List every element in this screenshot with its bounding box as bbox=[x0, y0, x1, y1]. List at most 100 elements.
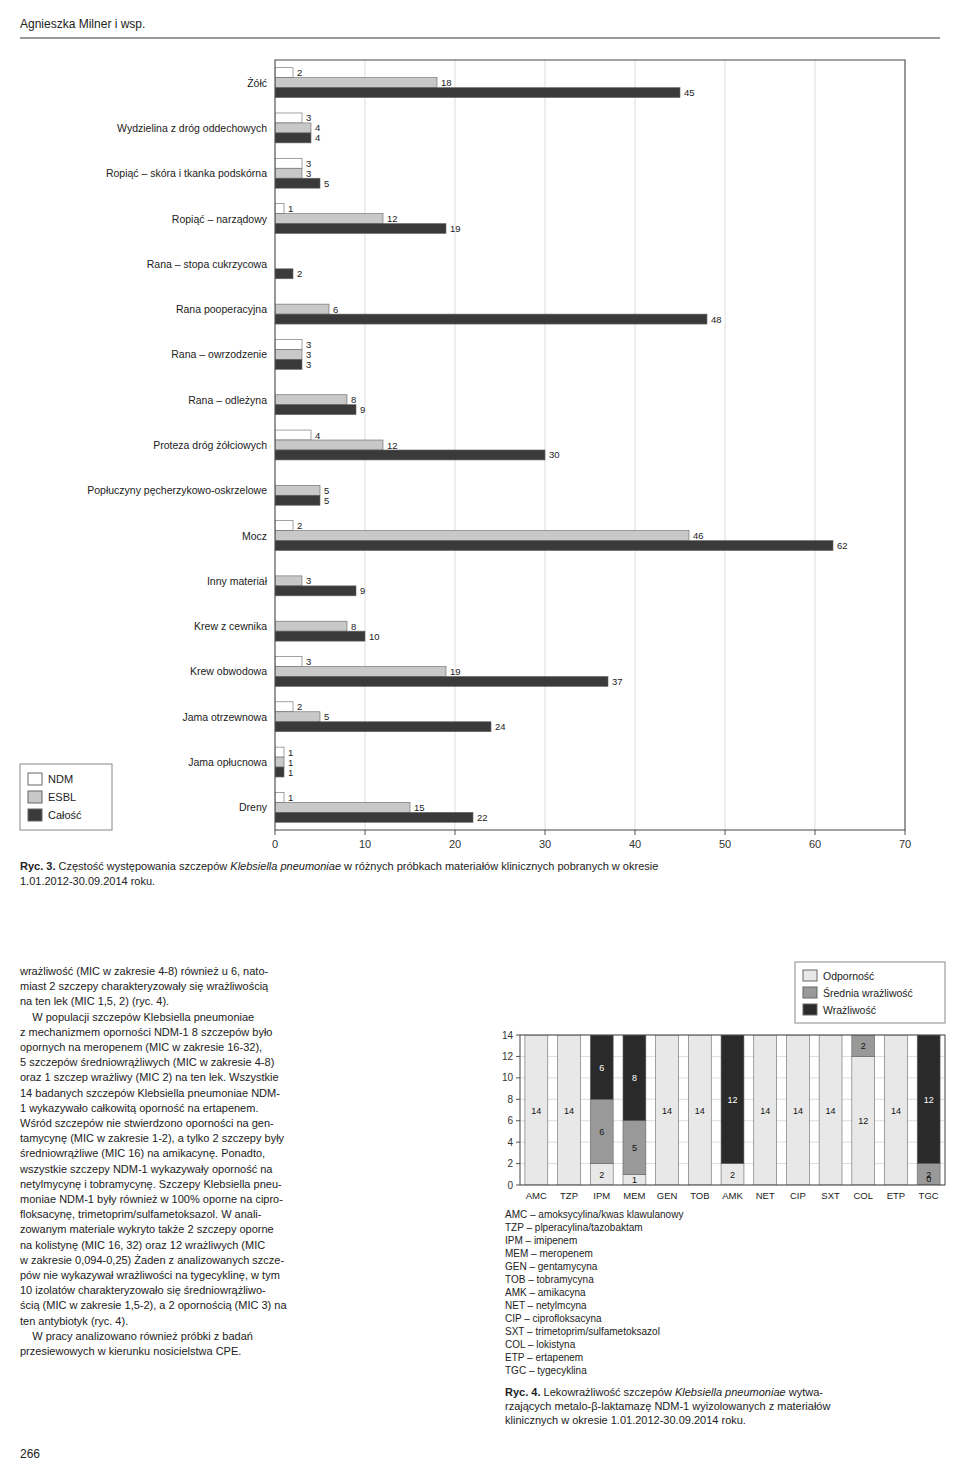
annotation: SXT – trimetoprim/sulfametoksazol bbox=[505, 1326, 660, 1337]
bar bbox=[721, 1035, 744, 1164]
legend: OdpornośćŚrednia wrażliwośćWrażliwość bbox=[795, 962, 945, 1023]
data-label: 4 bbox=[315, 430, 320, 441]
bar bbox=[623, 1174, 646, 1185]
data-label: 37 bbox=[612, 676, 623, 687]
paragraph-line: na ten lek (MIC 1,5, 2) (ryc. 4). bbox=[20, 995, 169, 1007]
tick bbox=[516, 1120, 520, 1121]
bar bbox=[275, 802, 410, 812]
bar bbox=[275, 531, 689, 541]
tick bbox=[516, 1142, 520, 1143]
bar bbox=[558, 1035, 581, 1185]
category-label: Rana pooperacyjna bbox=[176, 303, 267, 315]
legend-swatch bbox=[28, 791, 42, 803]
grid-line bbox=[455, 60, 456, 830]
paragraph-line: moniae NDM-1 były również w 100% oporne … bbox=[20, 1193, 283, 1205]
bar bbox=[275, 339, 302, 349]
annotation: AMK – amikacyna bbox=[505, 1287, 586, 1298]
caption: Ryc. 3. Częstość występowania szczepów K… bbox=[20, 860, 658, 887]
bars bbox=[275, 68, 833, 823]
bar bbox=[275, 224, 446, 234]
bar bbox=[275, 204, 284, 214]
bar bbox=[754, 1035, 777, 1185]
bar bbox=[275, 405, 356, 415]
data-label: 4 bbox=[315, 132, 320, 143]
paragraph-line: zowanym materiale wykryto także 2 szczep… bbox=[20, 1223, 274, 1235]
data-label: 1 bbox=[632, 1175, 637, 1185]
data-label: 14 bbox=[826, 1106, 836, 1116]
paragraph-line: 14 badanych szczepów Klebsiella pneumoni… bbox=[20, 1087, 280, 1099]
data-label: 1 bbox=[288, 203, 293, 214]
caption-run: klinicznych w okresie 1.01.2012-30.09.20… bbox=[505, 1414, 746, 1426]
tick-label: 10 bbox=[359, 838, 371, 850]
data-label: 12 bbox=[387, 440, 398, 451]
data-label: 46 bbox=[693, 530, 704, 541]
bar bbox=[275, 88, 680, 98]
category-label: Jama opłucnowa bbox=[188, 756, 267, 768]
tick-label: 12 bbox=[502, 1051, 514, 1062]
annotation: CIP – ciprofloksacyna bbox=[505, 1313, 602, 1324]
tick-label: 40 bbox=[629, 838, 641, 850]
bar bbox=[275, 657, 302, 667]
category-label: MEM bbox=[623, 1190, 645, 1201]
category-label: SXT bbox=[821, 1190, 840, 1201]
data-label: 3 bbox=[306, 168, 311, 179]
bar bbox=[275, 450, 545, 460]
bar bbox=[275, 440, 383, 450]
data-label: 18 bbox=[441, 77, 452, 88]
tick bbox=[905, 830, 906, 835]
paragraph-line: Wśród szczepów nie stwierdzono oporności… bbox=[20, 1117, 274, 1129]
data-label: 12 bbox=[924, 1095, 934, 1105]
bar bbox=[525, 1035, 548, 1185]
annotation: MEM – meropenem bbox=[505, 1248, 593, 1259]
category-label: Jama otrzewnowa bbox=[182, 711, 267, 723]
data-label: 2 bbox=[926, 1170, 931, 1180]
bar bbox=[275, 521, 293, 531]
bar bbox=[275, 722, 491, 732]
legend-box bbox=[795, 962, 945, 1023]
caption-run: w różnych próbkach materiałów klinicznyc… bbox=[341, 860, 658, 872]
tick bbox=[365, 830, 366, 835]
bar bbox=[275, 757, 284, 767]
data-label: 2 bbox=[730, 1170, 735, 1180]
data-label: 8 bbox=[351, 621, 356, 632]
bar bbox=[275, 359, 302, 369]
page-number: 266 bbox=[20, 1447, 40, 1461]
tick-label: 2 bbox=[507, 1158, 513, 1169]
paragraph-line: 1 wykazywało całkowitą oporność na ertap… bbox=[20, 1102, 258, 1114]
tick-label: 60 bbox=[809, 838, 821, 850]
data-label: 9 bbox=[360, 585, 365, 596]
category-label: IPM bbox=[593, 1190, 610, 1201]
bar bbox=[656, 1035, 679, 1185]
tick bbox=[516, 1163, 520, 1164]
annotation: TOB – tobramycyna bbox=[505, 1274, 594, 1285]
data-label: 45 bbox=[684, 87, 695, 98]
data-label: 19 bbox=[450, 223, 461, 234]
data-label: 5 bbox=[324, 711, 329, 722]
tick-label: 6 bbox=[507, 1115, 513, 1126]
annotation: COL – lokistyna bbox=[505, 1339, 576, 1350]
legend-swatch bbox=[803, 970, 817, 981]
bar bbox=[275, 712, 320, 722]
category-label: Popłuczyny pęcherzykowo-oskrzelowe bbox=[87, 484, 267, 496]
data-label: 3 bbox=[306, 359, 311, 370]
category-label: ETP bbox=[887, 1190, 905, 1201]
bar bbox=[275, 168, 302, 178]
annotation: TGC – tygecyklina bbox=[505, 1365, 587, 1376]
bar bbox=[623, 1035, 646, 1121]
category-label: Ropiąć – skóra i tkanka podskórna bbox=[106, 167, 267, 179]
paragraph-line: oraz 1 szczep wrażliwy (MIC 2) na ten le… bbox=[20, 1071, 279, 1083]
category-label: Rana – stopa cukrzycowa bbox=[147, 258, 267, 270]
grid-line bbox=[815, 60, 816, 830]
legend-swatch bbox=[28, 809, 42, 821]
tick-label: 50 bbox=[719, 838, 731, 850]
data-label: 6 bbox=[599, 1063, 604, 1073]
legend-box bbox=[20, 764, 112, 830]
paragraph-line: wrażliwość (MIC w zakresie 4-8) również … bbox=[19, 965, 269, 977]
bar bbox=[852, 1035, 875, 1056]
data-labels: 14142661581414212141414122140212 bbox=[531, 1041, 933, 1185]
legend-label: Wrażliwość bbox=[823, 1004, 876, 1016]
paragraph-line: średniowrążliwe (MIC 16) na amikacynę. P… bbox=[20, 1147, 265, 1159]
bar bbox=[275, 676, 608, 686]
paragraph-line: opornych na meropenem (MIC w zakresie 16… bbox=[20, 1041, 262, 1053]
category-label: Żółć bbox=[247, 77, 267, 89]
